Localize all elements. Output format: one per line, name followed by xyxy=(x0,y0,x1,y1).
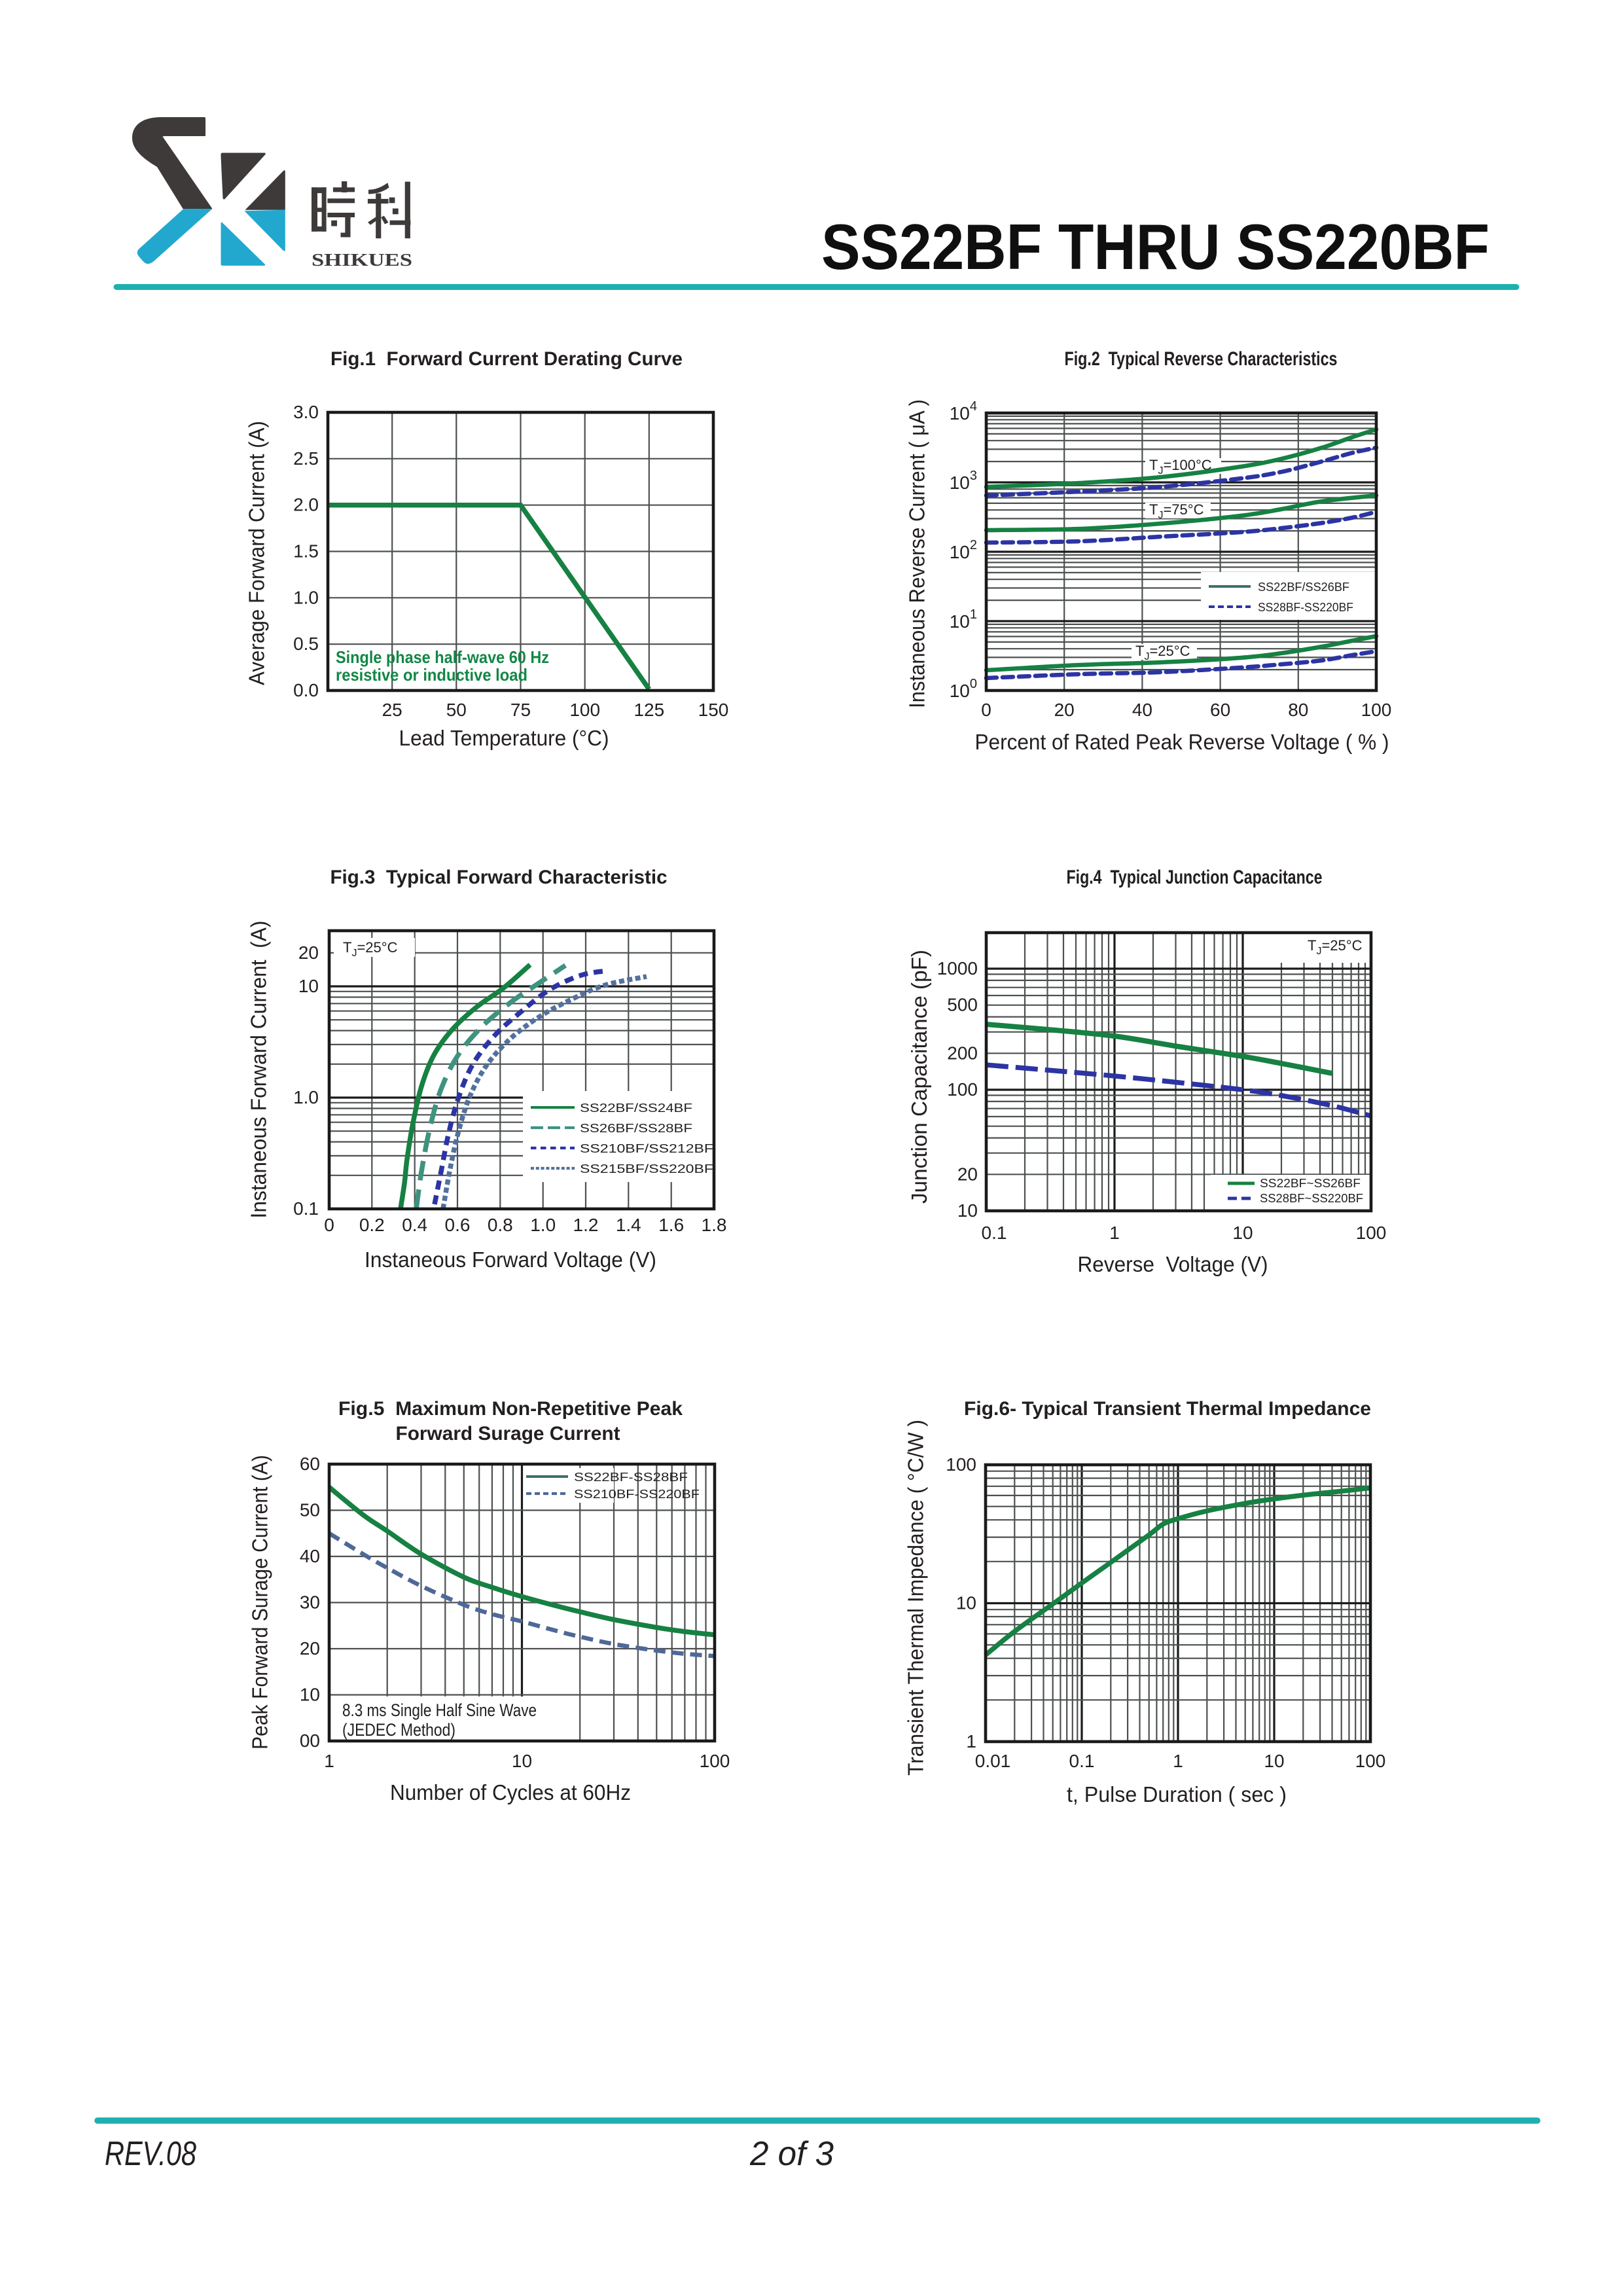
svg-text:SS210BF/SS212BF: SS210BF/SS212BF xyxy=(580,1142,713,1155)
svg-text:50: 50 xyxy=(300,1500,320,1520)
svg-text:1.2: 1.2 xyxy=(573,1215,599,1235)
svg-text:50: 50 xyxy=(446,700,467,720)
svg-text:60: 60 xyxy=(1210,700,1230,720)
svg-text:0.01: 0.01 xyxy=(975,1751,1011,1771)
svg-text:SS22BF-SS28BF: SS22BF-SS28BF xyxy=(574,1471,688,1484)
svg-text:0.8: 0.8 xyxy=(488,1215,513,1235)
svg-text:25: 25 xyxy=(382,700,402,720)
svg-text:Forward Surage Current: Forward Surage Current xyxy=(396,1423,620,1444)
svg-text:125: 125 xyxy=(633,700,664,720)
svg-text:1.8: 1.8 xyxy=(702,1215,727,1235)
svg-text:1.0: 1.0 xyxy=(293,1087,319,1107)
svg-text:Peak Forward Surage Current (A: Peak Forward Surage Current (A) xyxy=(248,1455,272,1749)
svg-text:(JEDEC Method): (JEDEC Method) xyxy=(342,1720,455,1740)
svg-text:2.5: 2.5 xyxy=(293,448,319,469)
svg-text:200: 200 xyxy=(947,1043,978,1063)
svg-text:1: 1 xyxy=(324,1751,334,1771)
svg-text:Reverse Voltage (V): Reverse Voltage (V) xyxy=(1078,1252,1268,1276)
svg-text:10: 10 xyxy=(298,976,319,996)
svg-text:00: 00 xyxy=(300,1731,320,1751)
svg-text:Instaneous Forward Current (A: Instaneous Forward Current (A) xyxy=(247,921,271,1219)
svg-text:SS28BF-SS220BF: SS28BF-SS220BF xyxy=(1258,601,1353,614)
svg-text:20: 20 xyxy=(298,942,319,963)
svg-text:Junction Capacitance (pF): Junction Capacitance (pF) xyxy=(907,950,931,1204)
svg-text:500: 500 xyxy=(947,995,978,1015)
svg-text:150: 150 xyxy=(698,700,729,720)
svg-text:Fig.4 Typical Junction Capaci: Fig.4 Typical Junction Capacitance xyxy=(1067,867,1323,888)
svg-text:Single phase half-wave 60 Hz: Single phase half-wave 60 Hz xyxy=(336,647,549,667)
svg-text:0.6: 0.6 xyxy=(445,1215,471,1235)
svg-text:SS22BF~SS26BF: SS22BF~SS26BF xyxy=(1260,1177,1361,1190)
svg-text:SS26BF/SS28BF: SS26BF/SS28BF xyxy=(580,1122,692,1135)
svg-text:0.1: 0.1 xyxy=(982,1223,1007,1243)
svg-text:1000: 1000 xyxy=(937,958,978,978)
svg-text:1.5: 1.5 xyxy=(293,541,319,562)
svg-text:Lead Temperature (°C): Lead Temperature (°C) xyxy=(399,726,609,750)
svg-text:3.0: 3.0 xyxy=(293,402,319,422)
svg-text:0.4: 0.4 xyxy=(402,1215,427,1235)
svg-text:Fig.1 Forward Current Deratin: Fig.1 Forward Current Derating Curve xyxy=(330,348,683,370)
svg-text:40: 40 xyxy=(1132,700,1152,720)
svg-text:SS22BF THRU SS220BF: SS22BF THRU SS220BF xyxy=(821,211,1489,283)
svg-text:REV.08: REV.08 xyxy=(105,2135,196,2173)
svg-text:20: 20 xyxy=(1054,700,1075,720)
svg-text:0.1: 0.1 xyxy=(293,1198,319,1219)
svg-text:Instaneous Reverse Current ( μ: Instaneous Reverse Current ( μA ) xyxy=(905,399,929,708)
svg-text:SS210BF-SS220BF: SS210BF-SS220BF xyxy=(574,1488,700,1501)
svg-text:20: 20 xyxy=(957,1164,978,1184)
svg-text:10: 10 xyxy=(512,1751,532,1771)
svg-text:Fig.5 Maximum Non-Repetitive: Fig.5 Maximum Non-Repetitive Peak xyxy=(338,1398,683,1420)
svg-text:0.2: 0.2 xyxy=(359,1215,385,1235)
svg-text:SS28BF~SS220BF: SS28BF~SS220BF xyxy=(1260,1192,1363,1205)
svg-text:1: 1 xyxy=(966,1731,976,1751)
svg-text:Fig.3 Typical Forward Charact: Fig.3 Typical Forward Characteristic xyxy=(330,867,668,888)
svg-text:1.0: 1.0 xyxy=(530,1215,556,1235)
svg-text:1: 1 xyxy=(1109,1223,1120,1243)
svg-text:8.3 ms Single Half Sine Wave: 8.3 ms Single Half Sine Wave xyxy=(342,1700,537,1720)
svg-text:30: 30 xyxy=(300,1592,320,1613)
svg-text:t, Pulse Duration ( sec ): t, Pulse Duration ( sec ) xyxy=(1067,1782,1287,1806)
svg-text:40: 40 xyxy=(300,1546,320,1566)
svg-text:100: 100 xyxy=(700,1751,730,1771)
svg-text:10: 10 xyxy=(957,1200,978,1221)
svg-text:Instaneous Forward Voltage (V): Instaneous Forward Voltage (V) xyxy=(365,1247,656,1272)
svg-text:60: 60 xyxy=(300,1454,320,1474)
svg-text:1.4: 1.4 xyxy=(616,1215,641,1235)
svg-text:10: 10 xyxy=(956,1593,976,1613)
svg-text:Percent of Rated Peak Reverse: Percent of Rated Peak Reverse Voltage ( … xyxy=(975,730,1389,754)
svg-text:80: 80 xyxy=(1288,700,1308,720)
svg-text:Transient Thermal Impedance (: Transient Thermal Impedance ( °C/W ) xyxy=(904,1420,928,1776)
svg-text:75: 75 xyxy=(510,700,531,720)
svg-text:100: 100 xyxy=(1355,1751,1386,1771)
svg-text:Average Forward Current (A): Average Forward Current (A) xyxy=(245,421,269,685)
svg-text:0.1: 0.1 xyxy=(1069,1751,1095,1771)
svg-text:100: 100 xyxy=(1356,1223,1387,1243)
svg-text:0.0: 0.0 xyxy=(293,680,319,700)
svg-text:0.5: 0.5 xyxy=(293,634,319,654)
svg-text:10: 10 xyxy=(300,1685,320,1705)
svg-text:0: 0 xyxy=(324,1215,334,1235)
svg-text:2 of 3: 2 of 3 xyxy=(749,2135,834,2173)
svg-text:100: 100 xyxy=(569,700,600,720)
svg-text:1.6: 1.6 xyxy=(658,1215,684,1235)
svg-text:1.0: 1.0 xyxy=(293,587,319,607)
svg-text:10: 10 xyxy=(1264,1751,1284,1771)
svg-text:100: 100 xyxy=(947,1079,978,1100)
svg-text:SHIKUES: SHIKUES xyxy=(312,250,412,270)
svg-text:Number of Cycles at 60Hz: Number of Cycles at 60Hz xyxy=(390,1780,631,1804)
svg-text:resistive or inductive load: resistive or inductive load xyxy=(336,665,527,685)
svg-text:Fig.6- Typical Transient Therm: Fig.6- Typical Transient Thermal Impedan… xyxy=(964,1398,1371,1420)
svg-text:Fig.2 Typical Reverse Charact: Fig.2 Typical Reverse Characteristics xyxy=(1065,348,1338,370)
svg-text:SS22BF/SS24BF: SS22BF/SS24BF xyxy=(580,1102,692,1115)
svg-text:10: 10 xyxy=(1232,1223,1253,1243)
svg-text:1: 1 xyxy=(1173,1751,1183,1771)
svg-text:100: 100 xyxy=(946,1454,976,1475)
svg-text:SS22BF/SS26BF: SS22BF/SS26BF xyxy=(1258,581,1349,594)
svg-text:20: 20 xyxy=(300,1638,320,1659)
svg-text:100: 100 xyxy=(1361,700,1392,720)
svg-text:0: 0 xyxy=(981,700,991,720)
svg-text:2.0: 2.0 xyxy=(293,495,319,515)
svg-text:SS215BF/SS220BF: SS215BF/SS220BF xyxy=(580,1162,713,1175)
